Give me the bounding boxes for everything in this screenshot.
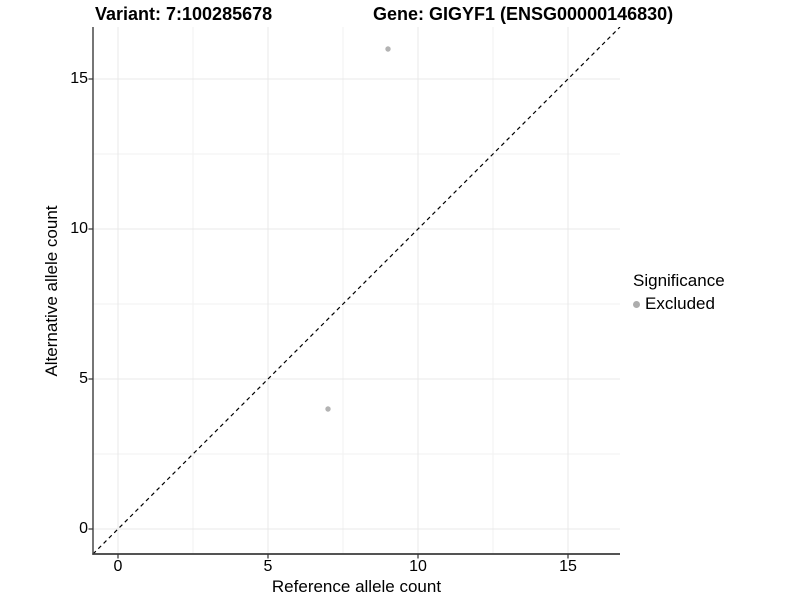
x-tick-label: 5	[263, 558, 273, 575]
legend: Significance Excluded	[633, 271, 725, 314]
x-tick-label: 15	[559, 558, 577, 575]
x-tick-label: 0	[113, 558, 123, 575]
plot-title-gene: Gene: GIGYF1 (ENSG00000146830)	[373, 4, 674, 24]
identity-line	[92, 27, 621, 555]
y-tick-label: 0	[79, 520, 88, 537]
x-axis-title: Reference allele count	[271, 577, 442, 596]
plot-title-variant: Variant: 7:100285678	[95, 4, 273, 24]
x-tick-label: 10	[409, 558, 427, 575]
y-tick-label: 10	[70, 219, 88, 237]
plot-panel	[88, 27, 621, 559]
data-point	[325, 406, 331, 412]
legend-item-excluded: Excluded	[633, 294, 725, 314]
y-tick-label: 5	[79, 370, 88, 387]
y-tick-label: 15	[70, 69, 88, 87]
data-point	[385, 46, 391, 52]
excluded-point-icon	[633, 300, 640, 308]
legend-title: Significance	[633, 271, 725, 290]
legend-item-label: Excluded	[645, 294, 715, 313]
y-axis-title: Alternative allele count	[42, 205, 61, 377]
